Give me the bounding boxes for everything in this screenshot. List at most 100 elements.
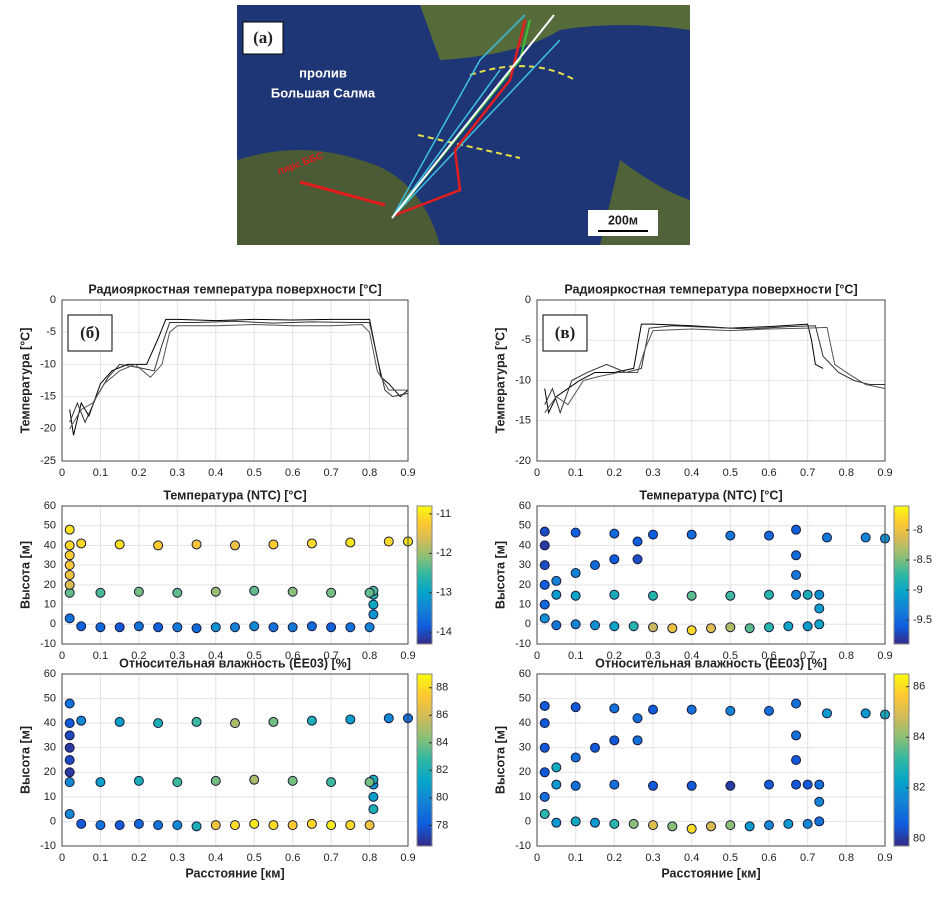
x-tick-label: 0.9: [877, 650, 892, 662]
x-tick-label: 0.6: [761, 467, 776, 479]
y-tick-label: 20: [44, 766, 56, 778]
colorbar-tick-label: 88: [436, 682, 448, 694]
x-tick-label: 0.9: [877, 467, 892, 479]
x-tick-label: 0.1: [93, 467, 108, 479]
x-tick-label: 0.1: [568, 467, 583, 479]
data-point: [668, 624, 677, 633]
data-point: [65, 810, 74, 819]
data-point: [540, 541, 549, 550]
data-point: [591, 621, 600, 630]
data-point: [823, 709, 832, 718]
data-point: [629, 819, 638, 828]
data-point: [571, 591, 580, 600]
data-point: [384, 714, 393, 723]
data-point: [65, 699, 74, 708]
plot-area: [62, 300, 408, 461]
data-point: [327, 588, 336, 597]
data-point: [571, 781, 580, 790]
x-tick-label: 0: [534, 650, 540, 662]
colorbar-tick-label: 84: [436, 737, 448, 749]
data-point: [307, 819, 316, 828]
data-point: [687, 781, 696, 790]
data-point: [65, 561, 74, 570]
data-point: [610, 704, 619, 713]
colorbar-tick-label: -8: [913, 524, 923, 536]
data-point: [792, 699, 801, 708]
colorbar-tick-label: 86: [913, 681, 925, 693]
y-tick-label: 20: [519, 579, 531, 591]
data-point: [540, 768, 549, 777]
y-tick-label: 10: [519, 598, 531, 610]
x-tick-label: 0.8: [362, 852, 377, 864]
data-point: [96, 778, 105, 787]
x-tick-label: 0.7: [800, 852, 815, 864]
data-point: [269, 623, 278, 632]
x-tick-label: 0.9: [877, 852, 892, 864]
x-tick-label: 0.1: [568, 650, 583, 662]
data-point: [65, 768, 74, 777]
data-point: [745, 624, 754, 633]
data-point: [369, 805, 378, 814]
data-point: [591, 818, 600, 827]
data-point: [77, 819, 86, 828]
data-point: [369, 610, 378, 619]
data-point: [77, 716, 86, 725]
data-point: [231, 719, 240, 728]
data-point: [803, 819, 812, 828]
x-tick-label: 0.4: [684, 852, 699, 864]
colorbar: [417, 674, 432, 846]
data-point: [726, 781, 735, 790]
data-point: [610, 736, 619, 745]
data-point: [65, 731, 74, 740]
x-tick-label: 0.7: [323, 467, 338, 479]
y-tick-label: 0: [50, 618, 56, 630]
data-point: [610, 590, 619, 599]
data-point: [668, 822, 677, 831]
data-point: [365, 821, 374, 830]
y-tick-label: 60: [44, 500, 56, 512]
data-point: [288, 821, 297, 830]
colorbar-tick-label: -14: [436, 626, 452, 638]
data-point: [173, 821, 182, 830]
data-point: [726, 623, 735, 632]
plot-area: [537, 674, 885, 846]
data-point: [211, 587, 220, 596]
data-point: [173, 588, 182, 597]
data-point: [65, 571, 74, 580]
data-point: [792, 551, 801, 560]
colorbar-tick-label: 84: [913, 731, 925, 743]
panel-label: (б): [80, 323, 100, 342]
y-tick-label: -5: [521, 334, 531, 346]
data-point: [365, 588, 374, 597]
x-tick-label: 0.2: [131, 852, 146, 864]
data-point: [687, 591, 696, 600]
y-tick-label: 40: [519, 717, 531, 729]
colorbar-tick-label: -11: [436, 508, 451, 520]
data-point: [115, 540, 124, 549]
figure: (a) пролив Большая Салма пирс ББС 200м 0…: [0, 0, 944, 908]
x-tick-label: 0.5: [723, 852, 738, 864]
data-point: [327, 821, 336, 830]
x-tick-label: 0.3: [645, 467, 660, 479]
data-point: [765, 590, 774, 599]
y-tick-label: 10: [44, 598, 56, 610]
data-point: [633, 736, 642, 745]
y-tick-label: 0: [525, 815, 531, 827]
data-point: [687, 705, 696, 714]
y-axis-label: Высота [м]: [18, 541, 32, 609]
data-point: [540, 600, 549, 609]
y-tick-label: 50: [44, 520, 56, 532]
data-point: [154, 719, 163, 728]
data-point: [803, 780, 812, 789]
data-point: [687, 530, 696, 539]
chart-title: Радиояркостная температура поверхности […: [564, 282, 857, 296]
data-point: [250, 586, 259, 595]
y-tick-label: 30: [44, 742, 56, 754]
data-point: [540, 614, 549, 623]
data-point: [610, 555, 619, 564]
y-tick-label: 60: [519, 500, 531, 512]
data-point: [726, 706, 735, 715]
data-point: [327, 778, 336, 787]
data-point: [815, 590, 824, 599]
data-point: [327, 623, 336, 632]
